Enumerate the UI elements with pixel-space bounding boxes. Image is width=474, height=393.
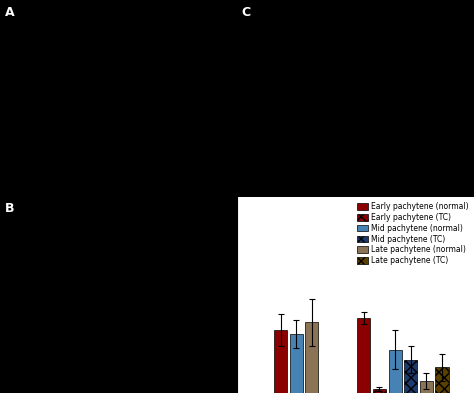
Text: D: D [194,187,205,200]
Bar [357,318,370,393]
Bar [373,389,386,393]
Bar [420,381,433,393]
Bar [305,322,319,393]
Bar [389,350,401,393]
Text: C: C [242,6,251,19]
Bar [290,334,303,393]
Text: A: A [5,6,14,19]
Y-axis label: % of pachytene spermatocytes: % of pachytene spermatocytes [197,229,206,360]
Bar [436,367,448,393]
Text: B: B [5,202,14,215]
Bar [274,330,287,393]
Bar [404,360,417,393]
Legend: Early pachytene (normal), Early pachytene (TC), Mid pachytene (normal), Mid pach: Early pachytene (normal), Early pachyten… [355,200,470,267]
